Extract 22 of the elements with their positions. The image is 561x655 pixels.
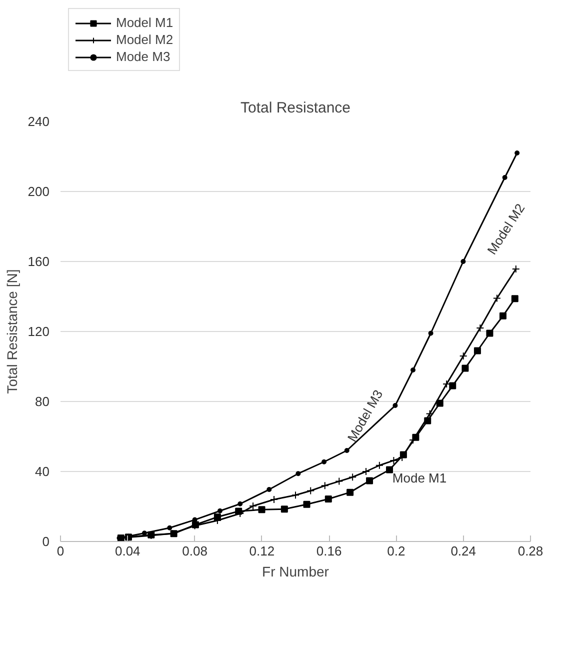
y-tick-label: 0 bbox=[42, 534, 50, 549]
x-tick-label: 0.12 bbox=[249, 544, 275, 558]
y-tick-label: 40 bbox=[35, 464, 50, 479]
x-tick-label: 0.08 bbox=[182, 544, 208, 558]
x-axis-title: Fr Number bbox=[262, 564, 330, 580]
x-tick-label: 0 bbox=[56, 544, 64, 558]
legend-label: Model M1 bbox=[116, 15, 174, 30]
y-tick-label: 120 bbox=[28, 324, 50, 339]
legend-label: Mode M3 bbox=[116, 49, 170, 64]
chart-title: Total Resistance bbox=[240, 100, 351, 116]
y-tick-label: 240 bbox=[28, 114, 50, 129]
y-tick-label: 160 bbox=[28, 254, 50, 269]
y-axis-title: Total Resistance [N] bbox=[4, 269, 20, 394]
x-tick-label: 0.16 bbox=[316, 544, 342, 558]
x-tick-label: 0.2 bbox=[387, 544, 406, 558]
legend-label: Model M2 bbox=[116, 32, 174, 47]
x-tick-label: 0.28 bbox=[518, 544, 544, 558]
y-tick-label: 80 bbox=[35, 394, 50, 409]
x-tick-label: 0.04 bbox=[114, 544, 140, 558]
x-tick-label: 0.24 bbox=[450, 544, 476, 558]
annotation: Mode M1 bbox=[392, 470, 447, 486]
y-tick-label: 200 bbox=[28, 184, 50, 199]
